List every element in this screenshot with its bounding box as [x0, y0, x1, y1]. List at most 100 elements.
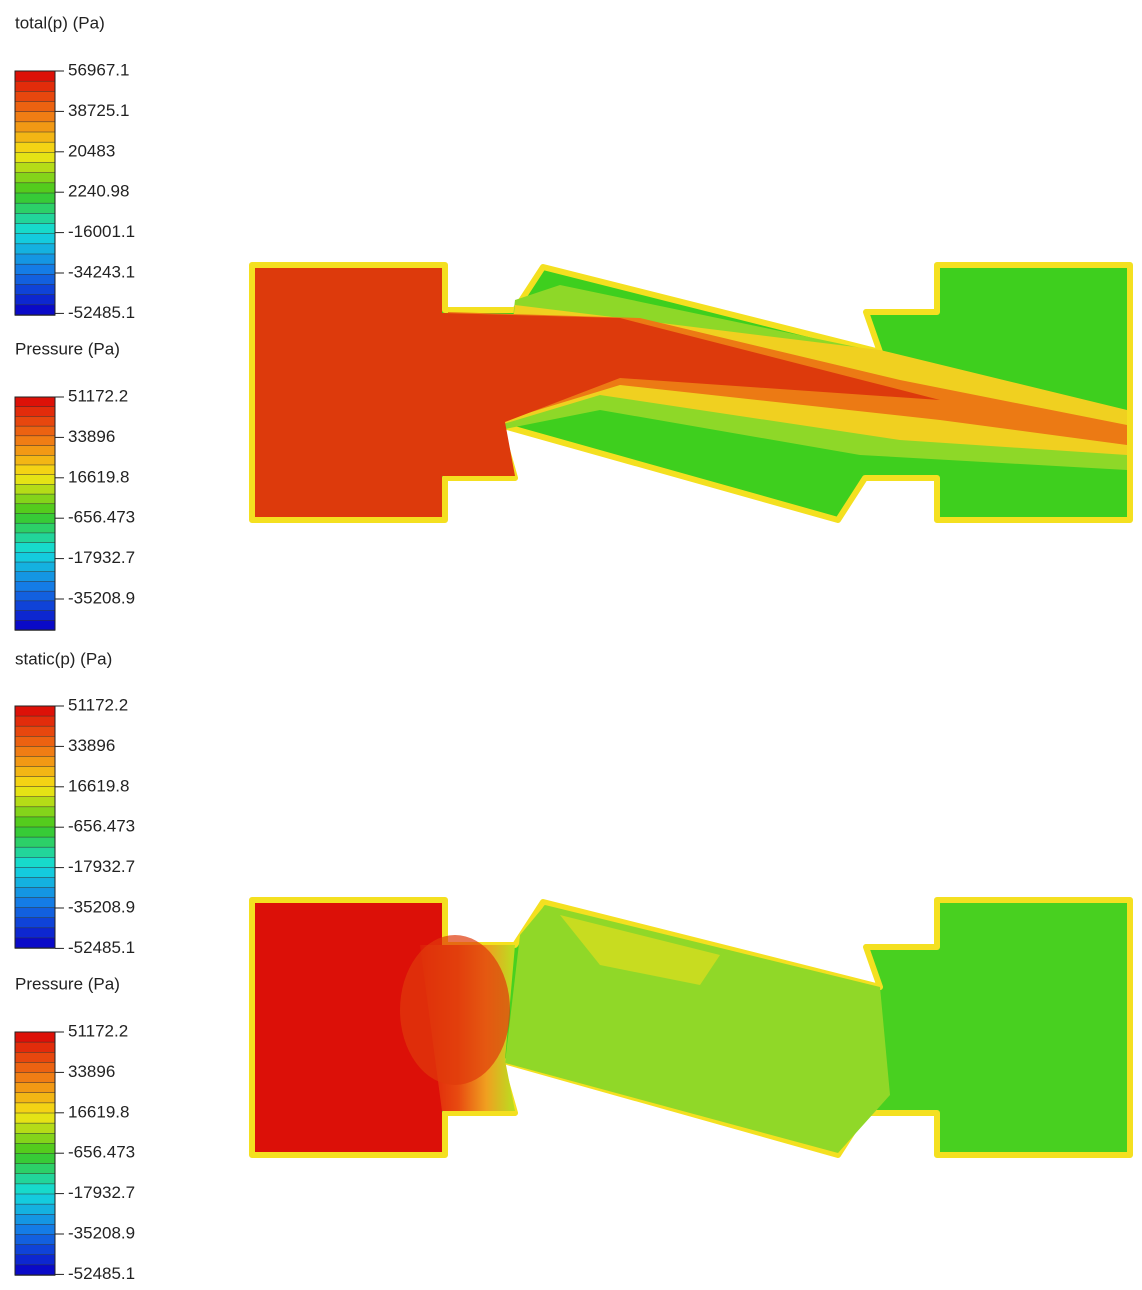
- legend-label: 33896: [68, 427, 115, 446]
- legend-label: 33896: [68, 1062, 115, 1081]
- color-band: [14, 141, 56, 154]
- color-band: [14, 542, 56, 554]
- color-band: [14, 620, 56, 631]
- color-band: [14, 806, 56, 818]
- color-band: [14, 274, 56, 286]
- color-band: [14, 937, 56, 949]
- color-band: [14, 715, 56, 727]
- legend-label: 16619.8: [68, 1102, 129, 1121]
- color-band: [14, 294, 56, 306]
- color-band: [14, 1264, 56, 1276]
- color-band: [14, 503, 56, 515]
- color-band: [14, 725, 56, 738]
- legend-label: 20483: [68, 141, 115, 160]
- color-band: [14, 182, 56, 194]
- color-band: [14, 192, 56, 204]
- legend-label: -656.473: [68, 817, 135, 836]
- color-band: [14, 571, 56, 583]
- color-band: [14, 897, 56, 909]
- color-band: [14, 406, 56, 418]
- color-band: [14, 162, 56, 174]
- legend-label: -35208.9: [68, 588, 135, 607]
- color-band: [14, 705, 56, 717]
- color-band: [14, 532, 56, 544]
- color-band: [14, 1224, 56, 1236]
- color-band: [14, 1122, 56, 1134]
- legend-title: static(p) (Pa): [15, 649, 112, 668]
- color-band: [14, 1072, 56, 1084]
- color-band: [14, 1082, 56, 1094]
- color-band: [14, 756, 56, 768]
- colorbar-frame: [14, 396, 56, 631]
- color-band: [14, 445, 56, 456]
- color-band: [14, 836, 56, 848]
- color-band: [14, 766, 56, 778]
- color-band: [14, 776, 56, 788]
- legend-title: total(p) (Pa): [15, 13, 105, 32]
- color-band: [14, 91, 56, 103]
- color-band: [14, 243, 56, 255]
- colorbar-frame: [14, 70, 56, 316]
- color-band: [14, 907, 56, 919]
- color-band: [14, 213, 56, 225]
- color-band: [14, 1203, 56, 1215]
- color-band: [14, 1163, 56, 1175]
- color-band: [14, 796, 56, 808]
- color-band: [14, 816, 56, 828]
- color-band: [14, 867, 56, 879]
- color-band: [14, 101, 56, 113]
- legend-label: 38725.1: [68, 101, 129, 120]
- legend-label: 56967.1: [68, 60, 129, 79]
- contour-total: [249, 262, 1133, 523]
- color-band: [14, 600, 56, 612]
- legend-title: Pressure (Pa): [15, 974, 120, 993]
- color-band: [14, 522, 56, 534]
- contour-static: [249, 897, 1133, 1158]
- legend-label: -17932.7: [68, 857, 135, 876]
- color-band: [14, 1183, 56, 1195]
- color-band: [14, 736, 56, 748]
- color-legend: Pressure (Pa) 51172.2 33896 16619.8 -656.473…: [14, 339, 135, 631]
- color-band: [14, 396, 56, 408]
- color-band: [14, 857, 56, 869]
- color-band: [14, 493, 56, 505]
- color-band: [14, 917, 56, 929]
- color-band: [14, 846, 56, 859]
- legend-label: -35208.9: [68, 897, 135, 916]
- color-band: [14, 464, 56, 476]
- color-band: [14, 223, 56, 235]
- color-band: [14, 1102, 56, 1114]
- color-band: [14, 552, 56, 563]
- color-band: [14, 474, 56, 486]
- color-band: [14, 304, 56, 316]
- color-legend: Pressure (Pa) 51172.2 33896 16619.8 -656.473…: [14, 974, 135, 1283]
- legend-label: 16619.8: [68, 776, 129, 795]
- color-band: [14, 1062, 56, 1074]
- color-band: [14, 121, 56, 133]
- color-band: [14, 172, 56, 184]
- color-band: [14, 425, 56, 437]
- color-band: [14, 152, 56, 164]
- color-band: [14, 263, 56, 276]
- color-band: [14, 877, 56, 889]
- legend-label: 51172.2: [68, 386, 128, 405]
- color-legend: static(p) (Pa) 51172.2 33896 16619.8 -656.47…: [14, 649, 135, 957]
- color-band: [14, 416, 56, 427]
- color-band: [14, 1214, 56, 1226]
- color-band: [14, 1234, 56, 1246]
- color-band: [14, 826, 56, 838]
- color-band: [14, 590, 56, 602]
- color-band: [14, 581, 56, 592]
- legend-label: 51172.2: [68, 1021, 128, 1040]
- legend-label: -52485.1: [68, 1264, 135, 1283]
- legend-title: Pressure (Pa): [15, 339, 120, 358]
- color-band: [14, 1254, 56, 1266]
- color-band: [14, 1031, 56, 1043]
- color-band: [14, 1133, 56, 1145]
- color-band: [14, 561, 56, 573]
- color-band: [14, 111, 56, 123]
- color-band: [14, 1092, 56, 1104]
- color-band: [14, 887, 56, 899]
- color-band: [14, 746, 56, 758]
- color-band: [14, 435, 56, 447]
